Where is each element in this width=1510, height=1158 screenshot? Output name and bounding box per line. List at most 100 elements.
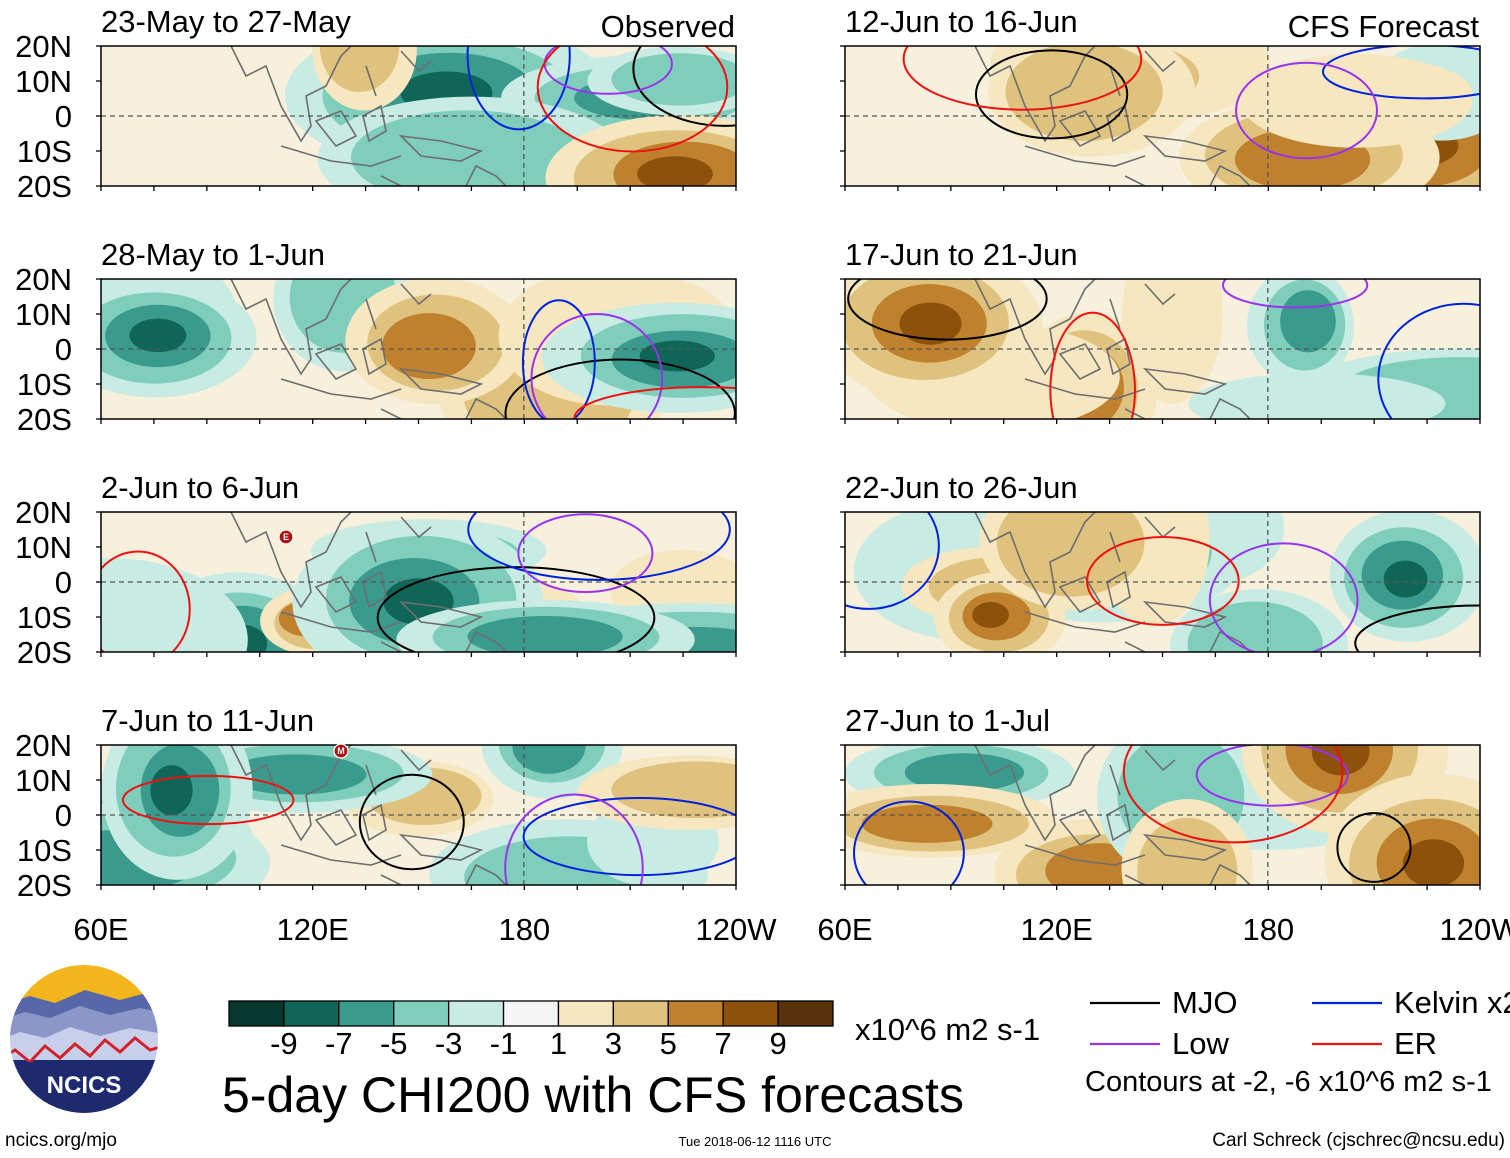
lon-label: 120E: [1020, 912, 1092, 947]
colorbar-swatch: [393, 1000, 450, 1027]
legend-item-mjo: MJO: [1090, 985, 1237, 1020]
colorbar-swatch: [283, 1000, 340, 1027]
panel-title: 7-Jun to 11-Jun: [101, 703, 314, 738]
contour-mjo: [632, 46, 736, 127]
lon-label: 120W: [1440, 912, 1510, 947]
lat-label: 20S: [17, 402, 72, 437]
lon-label: 180: [498, 912, 550, 947]
panel-tag: CFS Forecast: [1288, 9, 1480, 44]
site-link[interactable]: ncics.org/mjo: [5, 1130, 117, 1151]
legend-item-er: ER: [1312, 1026, 1437, 1061]
anomaly-field: [845, 512, 1480, 652]
filter-contours: [845, 512, 1480, 652]
panel-ticks: [840, 744, 1481, 890]
lon-label: 60E: [73, 912, 128, 947]
colorbar-units: x10^6 m2 s-1: [855, 1012, 1040, 1047]
lat-label: 0: [55, 332, 72, 367]
lat-label: 20N: [15, 728, 72, 763]
contour-low: [1221, 279, 1369, 309]
timestamp: Tue 2018-06-12 1116 UTC: [679, 1134, 832, 1149]
panel-7: 22-Jun to 26-Jun: [840, 470, 1481, 657]
legend-label: Low: [1172, 1026, 1229, 1061]
legend-item-kelvin-x2: Kelvin x2: [1312, 985, 1510, 1020]
coastlines: [230, 46, 507, 186]
filter-contours: [101, 512, 731, 652]
anomaly-field: [845, 279, 1480, 419]
lat-label: 0: [55, 99, 72, 134]
panel-4: 7-Jun to 11-Jun M: [96, 703, 737, 890]
logo-text: NCICS: [47, 1072, 122, 1099]
panel-title: 17-Jun to 21-Jun: [845, 237, 1078, 272]
contour-low: [1195, 745, 1349, 807]
panel-ticks: [840, 45, 1481, 191]
lat-label: 20N: [15, 262, 72, 297]
lat-label: 20S: [17, 868, 72, 903]
coastlines: [974, 512, 1251, 652]
contour-mjo: [1354, 604, 1480, 652]
lat-label: 10S: [17, 367, 72, 402]
ncics-logo: NCICS: [8, 963, 160, 1115]
legend-label: MJO: [1172, 985, 1237, 1020]
lon-label: 60E: [817, 912, 872, 947]
anomaly-field: [845, 46, 1480, 186]
anomaly-field: [101, 745, 736, 885]
contour-low: [530, 312, 664, 419]
panel-3: 2-Jun to 6-Jun E: [96, 470, 737, 657]
filter-contours: [853, 745, 1412, 885]
coastlines: [230, 279, 507, 419]
colorbar-tick-label: -9: [270, 1026, 298, 1061]
contour-kelvin-x2: [522, 797, 736, 877]
lat-label: 10N: [15, 763, 72, 798]
colorbar-tick-label: 3: [605, 1026, 622, 1061]
storm-marker: M: [333, 743, 349, 759]
contour-er: [1049, 311, 1136, 419]
contour-low: [1208, 542, 1359, 652]
coastlines: [230, 745, 507, 885]
panel-ticks: [96, 744, 737, 890]
colorbar-swatch: [722, 1000, 779, 1027]
colorbar-swatch: [338, 1000, 395, 1027]
colorbar-tick-label: 1: [550, 1026, 567, 1061]
legend-label: Kelvin x2: [1394, 985, 1510, 1020]
panel-ticks: [96, 45, 737, 191]
lat-label: 0: [55, 798, 72, 833]
lat-label: 20S: [17, 169, 72, 204]
panel-8: 27-Jun to 1-Jul: [840, 703, 1481, 890]
contour-mjo: [376, 566, 656, 652]
contour-kelvin-x2: [466, 46, 571, 131]
panel-ticks: [840, 278, 1481, 424]
colorbar-swatch: [667, 1000, 724, 1027]
colorbar-swatch: [228, 1000, 285, 1027]
panel-title: 2-Jun to 6-Jun: [101, 470, 299, 505]
legend: MJO Kelvin x2 Low ER: [1090, 985, 1510, 1061]
contour-mjo: [358, 773, 465, 871]
contour-kelvin-x2: [845, 512, 940, 610]
coastlines: [230, 512, 507, 652]
panel-title: 23-May to 27-May: [101, 4, 351, 39]
lat-label: 10S: [17, 833, 72, 868]
lat-label: 20S: [17, 635, 72, 670]
coastlines: [974, 745, 1251, 885]
credit: Carl Schreck (cjschrec@ncsu.edu): [1212, 1130, 1505, 1151]
contour-er: [101, 550, 191, 652]
legend-item-low: Low: [1090, 1026, 1229, 1061]
lat-label: 20N: [15, 495, 72, 530]
lat-label: 10N: [15, 64, 72, 99]
contour-er: [1122, 745, 1344, 844]
storm-marker: E: [278, 529, 294, 545]
contour-kelvin-x2: [1377, 302, 1480, 419]
colorbar-tick-label: -7: [325, 1026, 353, 1061]
anomaly-field: [845, 745, 1480, 885]
lat-label: 10N: [15, 530, 72, 565]
contour-mjo: [847, 279, 1048, 341]
contour-kelvin-x2: [853, 800, 965, 885]
colorbar-swatch: [612, 1000, 669, 1027]
colorbar-tick-label: -5: [380, 1026, 408, 1061]
anomaly-field: [101, 279, 736, 419]
lat-label: 20N: [15, 29, 72, 64]
anomaly-field: [101, 512, 736, 652]
panel-ticks: [96, 278, 737, 424]
lat-label: 10S: [17, 134, 72, 169]
svg-text:M: M: [337, 746, 345, 756]
